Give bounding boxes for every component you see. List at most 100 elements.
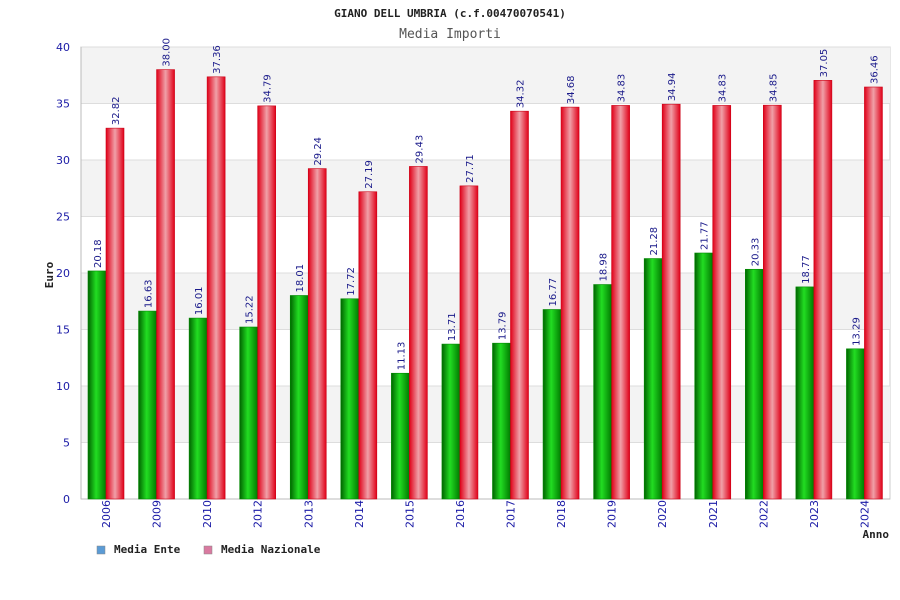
x-tick-label: 2019	[606, 500, 619, 528]
x-tick-label: 2022	[757, 500, 770, 528]
data-label: 13.29	[851, 317, 862, 346]
bar-nazionale	[661, 103, 681, 500]
data-label: 21.28	[649, 227, 660, 256]
data-label: 34.79	[263, 74, 274, 103]
data-label: 29.43	[414, 135, 425, 164]
bar-ente	[441, 343, 461, 500]
bar-nazionale	[459, 185, 479, 500]
data-label: 34.83	[718, 74, 729, 103]
bar-ente	[593, 284, 612, 500]
bar-nazionale	[105, 127, 125, 500]
x-tick-label: 2023	[808, 500, 821, 528]
y-tick-label: 15	[56, 324, 70, 337]
data-label: 18.77	[801, 255, 812, 284]
data-label: 20.33	[750, 238, 761, 267]
legend-swatch-ente	[96, 545, 106, 555]
bar-nazionale	[813, 80, 833, 500]
bar-ente	[745, 268, 764, 500]
data-label: 34.32	[516, 80, 527, 109]
y-tick-label: 5	[63, 437, 70, 450]
data-label: 36.46	[869, 55, 880, 84]
data-label: 34.94	[667, 73, 678, 102]
y-tick-label: 30	[56, 154, 70, 167]
x-tick-label: 2009	[151, 500, 164, 528]
x-tick-label: 2018	[555, 500, 568, 528]
bar-ente	[138, 310, 157, 500]
bar-ente	[694, 252, 714, 500]
bar-nazionale	[864, 86, 883, 500]
bar-nazionale	[358, 191, 378, 500]
y-tick-label: 25	[56, 211, 70, 224]
bar-nazionale	[763, 104, 782, 500]
x-tick-label: 2020	[656, 500, 669, 528]
x-tick-label: 2024	[858, 500, 871, 528]
x-tick-label: 2014	[353, 500, 366, 528]
y-axis-label: Euro	[43, 261, 56, 288]
bar-nazionale	[307, 168, 327, 500]
bar-ente	[795, 286, 815, 500]
bar-ente	[391, 372, 410, 500]
data-label: 29.24	[313, 137, 324, 166]
bar-ente	[492, 342, 511, 500]
bar-nazionale	[409, 166, 428, 500]
bar-nazionale	[206, 76, 226, 500]
bar-ente	[188, 317, 208, 500]
bar-ente	[87, 270, 107, 500]
data-label: 16.63	[144, 279, 155, 308]
data-label: 20.18	[93, 239, 104, 268]
y-tick-label: 20	[56, 267, 70, 280]
data-label: 21.77	[700, 221, 711, 250]
legend-label-ente: Media Ente	[114, 543, 181, 556]
bar-ente	[643, 258, 663, 500]
data-label: 16.01	[194, 286, 205, 315]
data-label: 18.98	[599, 253, 610, 282]
data-label: 18.01	[295, 264, 306, 293]
data-label: 32.82	[111, 96, 122, 125]
x-tick-label: 2016	[454, 500, 467, 528]
data-label: 16.77	[548, 278, 559, 307]
bar-nazionale	[611, 105, 630, 500]
x-tick-label: 2021	[707, 500, 720, 528]
data-label: 17.72	[346, 267, 357, 296]
x-tick-label: 2006	[100, 500, 113, 528]
data-label: 34.85	[768, 74, 779, 103]
data-label: 15.22	[245, 295, 256, 324]
x-tick-label: 2015	[403, 500, 416, 528]
bar-nazionale	[257, 105, 276, 500]
bar-nazionale	[510, 110, 529, 500]
data-label: 13.71	[447, 312, 458, 341]
data-label: 11.13	[396, 342, 407, 371]
chart-subtitle: Media Importi	[399, 27, 501, 42]
bars: 20.18 32.82 16.63 38.00 16.01 37.36 15.22 34.79…	[87, 38, 883, 500]
y-tick-label: 10	[56, 380, 70, 393]
data-label: 38.00	[162, 38, 173, 67]
bar-nazionale	[712, 105, 732, 500]
chart-title: GIANO DELL UMBRIA (c.f.00470070541)	[334, 7, 566, 20]
data-label: 34.68	[566, 75, 577, 104]
x-tick-label: 2010	[201, 500, 214, 528]
bar-nazionale	[156, 69, 175, 500]
data-label: 37.05	[819, 49, 830, 78]
bar-nazionale	[560, 106, 580, 500]
legend-swatch-nazionale	[203, 545, 213, 555]
x-tick-label: 2012	[252, 500, 265, 528]
x-tick-label: 2017	[505, 500, 518, 528]
legend-label-nazionale: Media Nazionale	[221, 543, 321, 556]
x-axis-ticks: 2006 2009 2010 2012 2013 2014 2015 2016 2017 2018…	[100, 500, 871, 528]
bar-ente	[239, 326, 258, 500]
data-label: 27.19	[364, 160, 375, 189]
bar-ente	[846, 348, 865, 500]
bar-ente	[340, 298, 360, 500]
y-tick-label: 40	[56, 41, 70, 54]
x-tick-label: 2013	[302, 500, 315, 528]
y-tick-label: 35	[56, 98, 70, 111]
y-tick-label: 0	[63, 493, 70, 506]
data-label: 27.71	[465, 154, 476, 183]
data-label: 37.36	[212, 45, 223, 74]
y-axis-ticks: 0 5 10 15 20 25 30 35 40	[56, 41, 70, 506]
legend: Media Ente Media Nazionale	[96, 543, 321, 556]
data-label: 34.83	[617, 74, 628, 103]
bar-ente	[289, 295, 309, 500]
bar-ente	[542, 309, 562, 500]
